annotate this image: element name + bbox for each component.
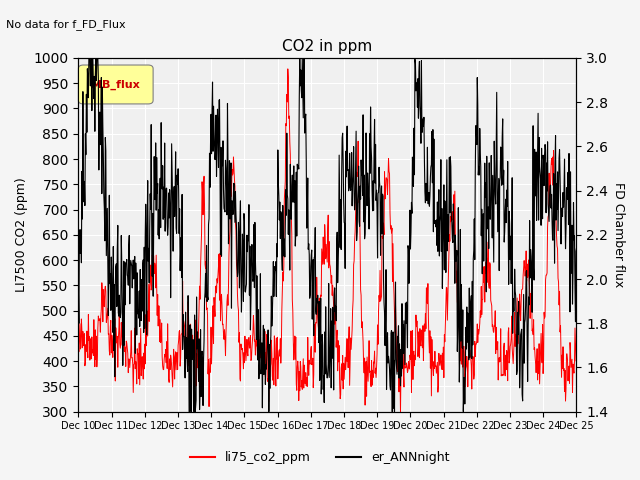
Title: CO2 in ppm: CO2 in ppm bbox=[282, 39, 372, 54]
Text: No data for f_FD_Flux: No data for f_FD_Flux bbox=[6, 19, 126, 30]
Y-axis label: FD Chamber flux: FD Chamber flux bbox=[612, 182, 625, 288]
FancyBboxPatch shape bbox=[79, 65, 153, 104]
Text: MB_flux: MB_flux bbox=[92, 79, 140, 90]
Legend: li75_co2_ppm, er_ANNnight: li75_co2_ppm, er_ANNnight bbox=[186, 446, 454, 469]
Y-axis label: LI7500 CO2 (ppm): LI7500 CO2 (ppm) bbox=[15, 178, 28, 292]
